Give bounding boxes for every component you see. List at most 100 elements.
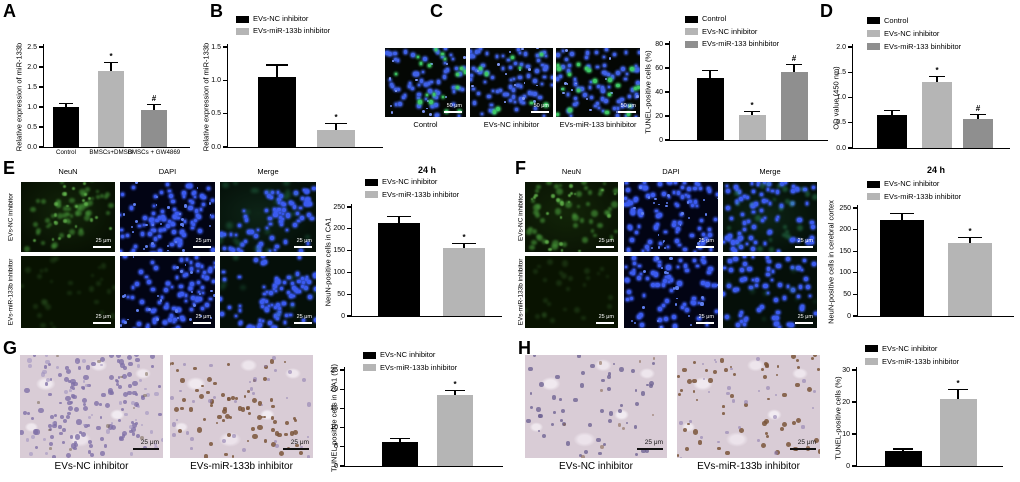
cell-dot	[507, 58, 510, 62]
legend-item: EVs-NC inhibitor	[236, 13, 330, 25]
cell-dot	[462, 67, 466, 70]
y-tick-label: 0.0	[211, 143, 221, 151]
y-tick	[848, 46, 852, 48]
cell-dot	[160, 296, 164, 299]
cell-dot	[231, 455, 235, 458]
legend-label: EVs-NC inhibitor	[882, 343, 938, 353]
cell-dot	[85, 187, 91, 193]
cell-dot	[303, 285, 308, 290]
cell-dot	[475, 50, 479, 54]
cell-dot	[434, 103, 438, 107]
cell-dot	[636, 80, 640, 85]
cell-dot	[65, 396, 71, 402]
cell-dot	[201, 202, 205, 206]
cell-dot	[209, 297, 212, 301]
cell-dot	[97, 265, 102, 270]
cell-dot	[235, 314, 238, 318]
cell-dot	[171, 422, 177, 427]
cell-dot	[270, 303, 274, 307]
cell-dot	[52, 424, 57, 429]
cell-dot	[428, 89, 433, 93]
error-bar	[902, 449, 904, 452]
cell-dot	[776, 250, 780, 252]
cell-dot	[286, 290, 290, 295]
cell-dot	[631, 369, 636, 374]
cell-dot	[743, 402, 748, 408]
cell-dot	[268, 249, 272, 252]
cell-dot	[560, 248, 564, 252]
y-tick	[39, 86, 43, 88]
error-bar-cap	[889, 212, 915, 214]
cell-dot	[243, 210, 246, 213]
scale-bar-label: 25 μm	[296, 314, 312, 320]
cell-dot	[285, 314, 289, 318]
cell-dot	[234, 397, 238, 401]
cell-dot	[172, 306, 176, 311]
cell-dot	[581, 315, 586, 321]
cell-dot	[520, 100, 524, 104]
cell-dot	[25, 266, 31, 273]
error-bar-cap	[928, 75, 946, 77]
cell-dot	[201, 384, 204, 388]
cell-dot	[208, 398, 212, 403]
cell-dot	[155, 204, 158, 206]
cell-dot	[171, 285, 174, 288]
legend-item: EVs-NC inhibitor	[685, 26, 779, 39]
cell-dot	[36, 198, 41, 203]
cell-dot	[580, 370, 585, 375]
cell-dot	[27, 358, 32, 363]
cell-dot	[805, 285, 810, 290]
cell-dot	[766, 182, 770, 186]
cell-dot	[756, 182, 760, 185]
y-axis	[668, 41, 670, 140]
legend-swatch	[365, 191, 378, 199]
cell-dot	[600, 86, 605, 90]
panel-label-c: C	[430, 1, 443, 21]
cell-dot	[548, 247, 552, 252]
cell-dot	[147, 232, 152, 237]
legend-label: Control	[884, 15, 909, 25]
cell-dot	[72, 387, 75, 390]
cell-dot	[121, 434, 126, 438]
cell-dot	[609, 235, 614, 239]
cell-dot	[104, 195, 108, 199]
cell-dot	[132, 390, 137, 396]
cell-dot	[664, 317, 668, 321]
cell-dot	[654, 197, 657, 200]
cell-dot	[91, 361, 96, 367]
cell-dot	[151, 243, 155, 248]
cell-dot	[624, 182, 628, 185]
cell-dot	[556, 64, 559, 67]
cell-dot	[297, 279, 301, 284]
cell-dot	[238, 308, 242, 312]
cell-dot	[760, 208, 763, 212]
cell-dot	[223, 407, 227, 411]
cell-dot	[290, 201, 294, 206]
cell-dot	[24, 387, 30, 394]
cell-dot	[200, 315, 202, 318]
cell-dot	[742, 228, 746, 232]
cell-dot	[445, 95, 448, 98]
cell-dot	[229, 415, 233, 419]
cell-dot	[560, 408, 565, 413]
cell-dot	[127, 295, 130, 298]
cell-dot	[305, 198, 310, 202]
cell-dot	[626, 104, 629, 107]
cell-dot	[669, 289, 673, 293]
cell-dot	[791, 189, 795, 194]
cell-dot	[243, 395, 247, 398]
cell-dot	[408, 82, 411, 85]
cell-dot	[800, 187, 804, 191]
cell-dot	[36, 227, 42, 233]
cell-dot	[666, 265, 671, 270]
cell-dot	[669, 278, 673, 282]
cell-dot	[638, 50, 640, 54]
y-tick	[848, 122, 852, 124]
cell-dot	[767, 182, 771, 186]
panel-label-f: F	[515, 158, 526, 178]
cell-dot	[812, 194, 817, 200]
cell-dot	[576, 102, 579, 105]
cell-dot	[392, 60, 394, 62]
cell-dot	[701, 241, 706, 246]
cell-dot	[176, 325, 180, 328]
